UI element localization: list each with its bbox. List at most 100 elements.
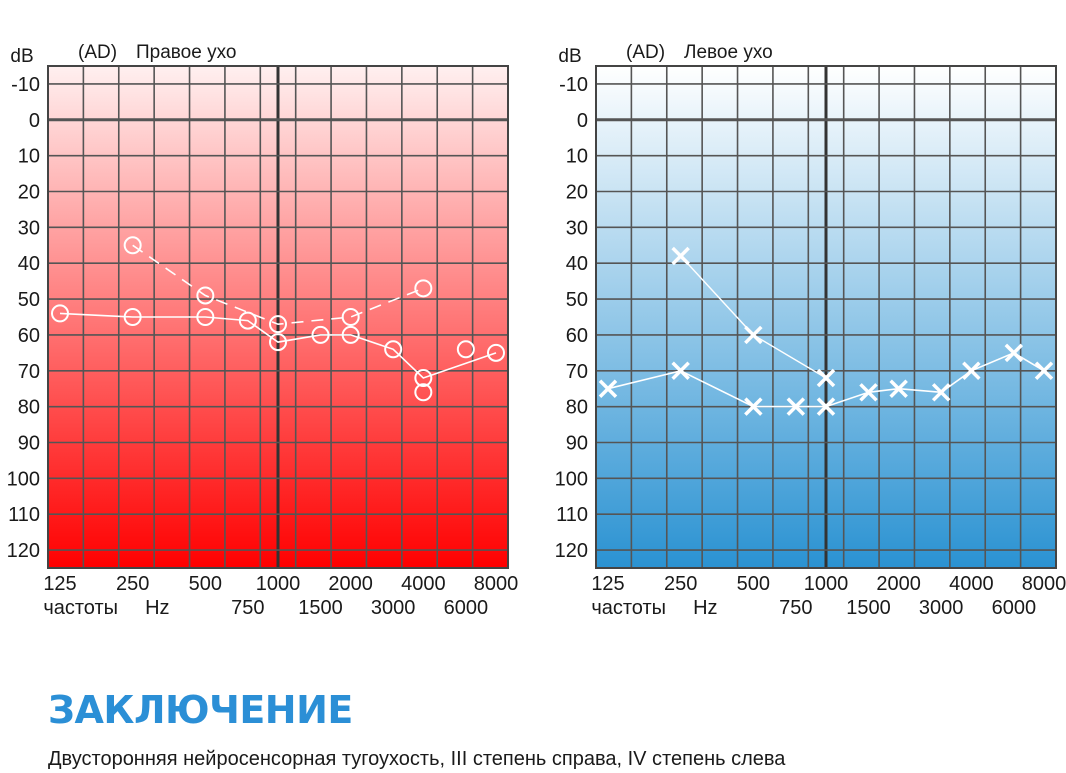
cross-stroke <box>889 379 908 398</box>
cross-stroke <box>859 383 878 402</box>
audiogram-left-svg: -10 0 10 20 30 40 50 60 70 80 90 100 110 120 dB (AD) Лев… <box>555 42 1066 619</box>
x-tick-label: 125 <box>591 573 624 595</box>
x-tick-label: 4000 <box>401 573 446 595</box>
data-point-cross <box>744 325 763 345</box>
y-tick-label: 110 <box>8 504 40 526</box>
x-tick-label: 500 <box>189 573 222 595</box>
cross-stroke <box>671 246 690 266</box>
conclusion-heading: ЗАКЛЮЧЕНИЕ <box>48 688 353 732</box>
chart-title: Правое ухо <box>136 42 236 63</box>
x-tick-label-secondary: 1500 <box>846 597 891 619</box>
data-point-circle <box>341 308 360 326</box>
data-point-cross <box>1034 361 1054 381</box>
x-axis-label: частоты <box>591 597 666 619</box>
x-unit-label: Hz <box>145 597 169 619</box>
data-point-circle <box>487 343 505 362</box>
data-point-circle <box>456 340 475 359</box>
plot-frame <box>595 65 1057 569</box>
y-tick-label: 120 <box>7 540 40 562</box>
x-axis-label: частоты <box>43 597 118 619</box>
y-tick-label: 10 <box>18 146 40 168</box>
cross-stroke <box>816 368 836 388</box>
x-tick-label: 250 <box>116 573 149 595</box>
data-point-circle <box>414 383 433 402</box>
x-tick-label: 1000 <box>256 573 301 595</box>
y-tick-label: 90 <box>566 433 588 455</box>
ear-code-label: (AD) <box>78 42 117 63</box>
x-unit-label: Hz <box>693 597 717 619</box>
cross-stroke <box>962 361 981 381</box>
x-tick-label: 1000 <box>804 573 849 595</box>
cross-stroke <box>598 379 618 398</box>
x-tick-label-secondary: 3000 <box>371 597 416 619</box>
data-point-circle <box>123 236 142 255</box>
y-tick-label: 10 <box>566 146 588 168</box>
y-tick-label: 30 <box>566 217 588 239</box>
conclusion-text: Двусторонняя нейросенсорная тугоухость, … <box>48 748 786 770</box>
y-tick-label: 110 <box>556 504 588 526</box>
data-point-circle <box>341 325 360 344</box>
y-tick-label: 0 <box>29 110 40 132</box>
data-point-circle <box>414 368 433 387</box>
audiogram-left-ear: -10 0 10 20 30 40 50 60 70 80 90 100 110 120 dB (AD) Лев… <box>548 0 1066 620</box>
y-tick-label: 30 <box>18 217 40 239</box>
x-tick-label-secondary: 6000 <box>992 597 1037 619</box>
data-point-cross <box>744 397 763 416</box>
ear-code-label: (AD) <box>626 42 665 63</box>
y-tick-label: 90 <box>18 433 40 455</box>
chart-title: Левое ухо <box>684 42 773 63</box>
x-tick-label-secondary: 750 <box>779 597 812 619</box>
y-tick-label: 50 <box>18 289 40 311</box>
cross-stroke <box>1034 361 1054 381</box>
x-tick-label: 2000 <box>328 573 373 595</box>
x-tick-label: 8000 <box>474 573 519 595</box>
x-tick-label: 500 <box>737 573 770 595</box>
data-point-cross <box>671 246 690 266</box>
data-point-cross <box>1004 343 1024 363</box>
cross-stroke <box>931 383 951 402</box>
y-tick-label: 70 <box>18 361 40 383</box>
cross-stroke <box>744 325 763 345</box>
cross-stroke <box>786 397 806 416</box>
data-point-cross <box>816 397 836 416</box>
series-line-air <box>59 312 497 379</box>
data-point-cross <box>859 383 878 402</box>
y-tick-label: 20 <box>18 182 40 204</box>
x-tick-label: 4000 <box>949 573 994 595</box>
cross-stroke <box>816 397 836 416</box>
x-tick-label: 250 <box>664 573 697 595</box>
y-tick-label: 60 <box>566 325 588 347</box>
data-point-cross <box>786 397 806 416</box>
x-tick-label-secondary: 6000 <box>444 597 489 619</box>
series-line-bone <box>132 244 424 326</box>
data-point-circle <box>196 286 215 305</box>
cross-stroke <box>744 397 763 416</box>
data-point-circle <box>384 340 403 359</box>
y-tick-label: 70 <box>566 361 588 383</box>
y-tick-label: 80 <box>18 397 40 419</box>
plot-frame <box>47 65 509 569</box>
y-tick-label: 40 <box>18 253 40 275</box>
x-tick-label: 8000 <box>1022 573 1066 595</box>
data-point-cross <box>816 368 836 388</box>
x-tick-label: 125 <box>43 573 76 595</box>
y-tick-label: -10 <box>559 74 588 96</box>
y-tick-label: -10 <box>11 74 40 96</box>
audiogram-right-svg: -10 0 10 20 30 40 50 60 70 80 90 100 110 120 dB (AD) Пра… <box>7 42 519 619</box>
y-tick-label: 60 <box>18 325 40 347</box>
y-tick-label: 0 <box>577 110 588 132</box>
y-tick-label: 40 <box>566 253 588 275</box>
audiogram-right-ear: -10 0 10 20 30 40 50 60 70 80 90 100 110 120 dB (AD) Пра… <box>0 0 520 620</box>
data-point-circle <box>269 315 287 334</box>
data-point-circle <box>311 325 330 344</box>
y-tick-label: 20 <box>566 182 588 204</box>
y-tick-label: 100 <box>555 468 588 490</box>
cross-stroke <box>671 361 690 381</box>
y-tick-label: 80 <box>566 397 588 419</box>
data-point-cross <box>598 379 618 398</box>
data-point-cross <box>931 383 951 402</box>
data-point-circle <box>269 333 287 352</box>
x-tick-label-secondary: 3000 <box>919 597 964 619</box>
y-axis-label: dB <box>10 46 33 67</box>
data-point-circle <box>196 308 215 326</box>
